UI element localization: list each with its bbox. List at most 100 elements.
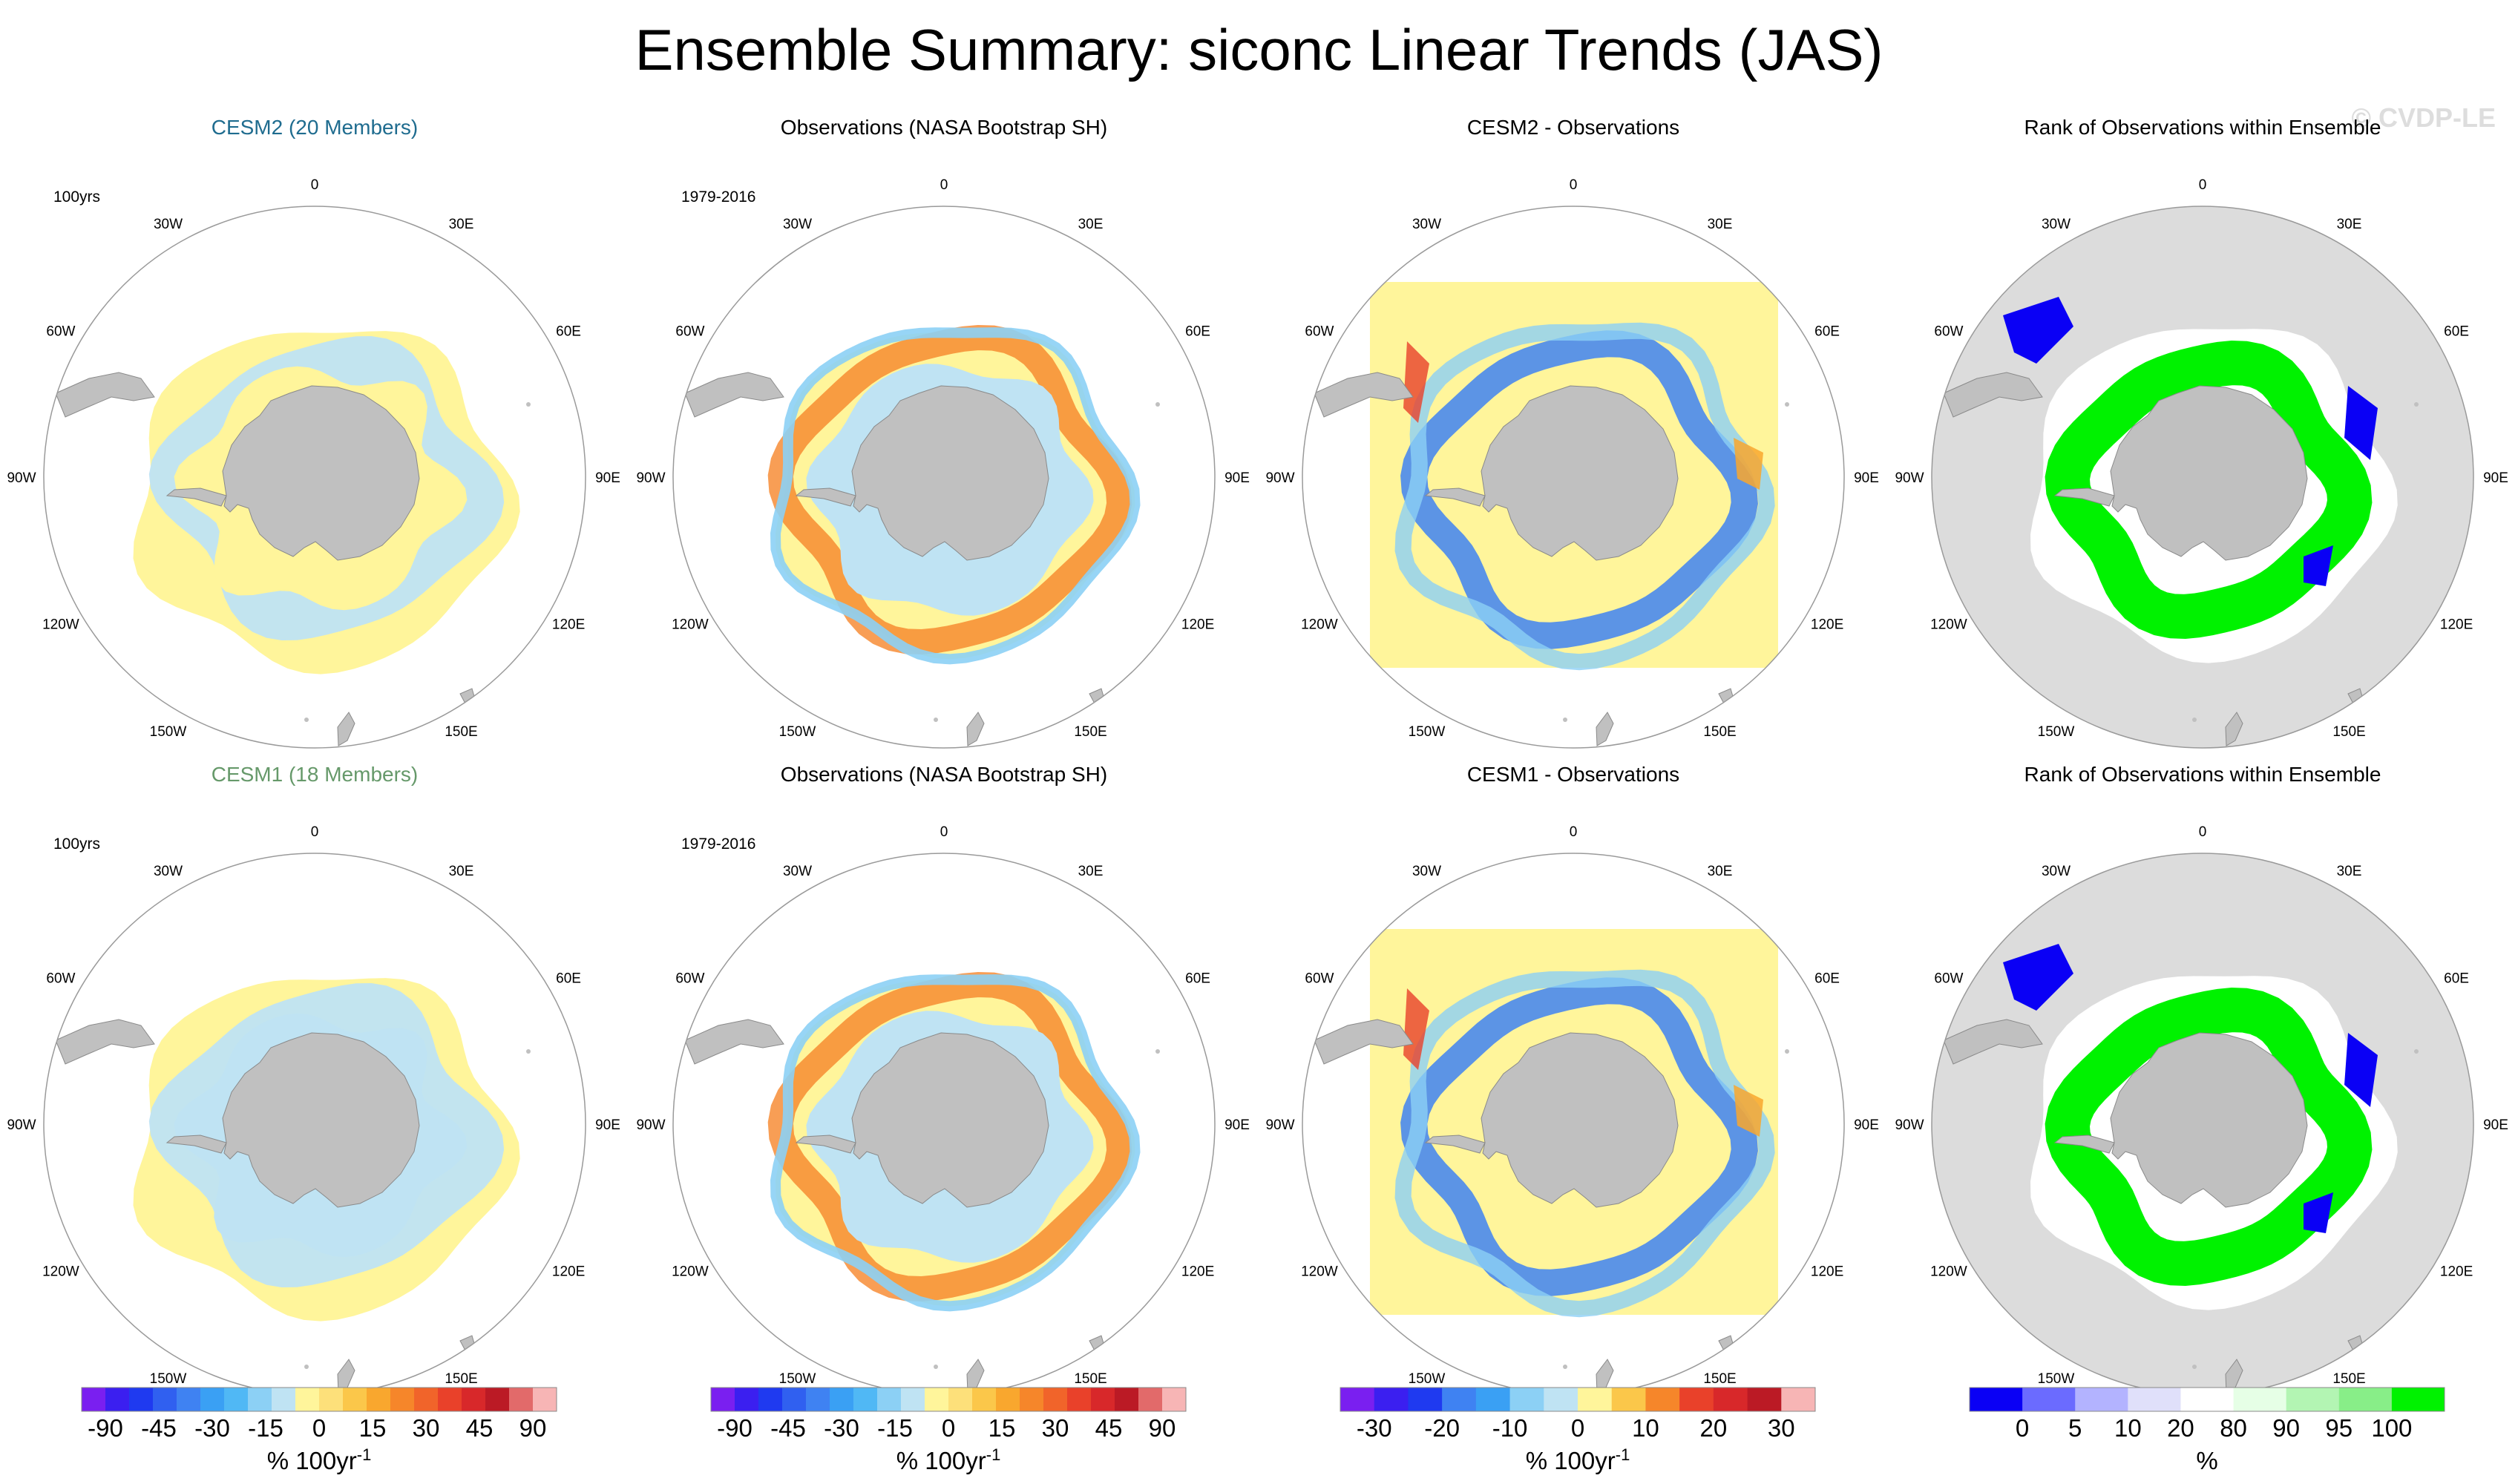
colorbar-tick-label: 45 (466, 1414, 494, 1442)
south-america-tip (1943, 1019, 2043, 1065)
colorbar-swatch (272, 1388, 296, 1411)
colorbar-tick-label: 0 (2016, 1414, 2029, 1442)
polar-map: 030E60E90E120E150E180150W120W90W60W30W (1895, 824, 2508, 1396)
field-positive-patch (1734, 1085, 1763, 1137)
colorbar-swatch (2022, 1388, 2076, 1411)
south-america-tip (1314, 372, 1414, 418)
colorbar-swatch (996, 1388, 1020, 1411)
longitude-label: 150W (1409, 724, 1446, 740)
island (1563, 718, 1567, 722)
colorbar-swatch (1340, 1388, 1375, 1411)
longitude-label: 30W (1412, 864, 1441, 879)
colorbar-swatch (1408, 1388, 1443, 1411)
longitude-label: 60E (1814, 324, 1840, 340)
colorbar-tick-label: 90 (2272, 1414, 2300, 1442)
colorbar-swatch (2338, 1388, 2393, 1411)
longitude-label: 60E (1185, 971, 1210, 987)
island (1785, 402, 1789, 407)
longitude-label: 150W (2038, 1371, 2075, 1387)
colorbar-swatch (853, 1388, 878, 1411)
south-america-tip (55, 372, 155, 418)
longitude-label: 90W (1895, 470, 1924, 486)
colorbar-swatch (2233, 1388, 2287, 1411)
island (526, 402, 531, 407)
longitude-label: 60W (1305, 971, 1334, 987)
polar-map: 030E60E90E120E150E180150W120W90W60W30W (636, 177, 1250, 749)
colorbar-trend-obs: -90 -45 -30 -15 0 15 30 45 90 % 100yr-1 (704, 1380, 1223, 1480)
colorbar-tick-label: 80 (2220, 1414, 2247, 1442)
colorbar-tick-label: -30 (1357, 1414, 1392, 1442)
longitude-label: 120W (672, 617, 709, 633)
colorbar-unit-label: % 100yr-1 (896, 1445, 1001, 1475)
colorbar-tick-label: 0 (1571, 1414, 1584, 1442)
colorbar-swatch (1578, 1388, 1613, 1411)
longitude-label: 150E (1074, 724, 1106, 740)
colorbar-tick-label: 5 (2068, 1414, 2082, 1442)
colorbar-trend-obs-svg: -90 -45 -30 -15 0 15 30 45 90 % 100yr-1 (710, 1387, 1187, 1475)
field-edge-band (770, 327, 1141, 665)
colorbar-swatch (2180, 1388, 2235, 1411)
colorbar-tick-label: -15 (248, 1414, 283, 1442)
longitude-label: 60E (1185, 324, 1210, 340)
watermark: © CVDP-LE (2351, 102, 2496, 133)
colorbar-tick-label: -45 (141, 1414, 177, 1442)
antarctica-landmass (2110, 385, 2308, 561)
longitude-label: 0 (2199, 177, 2207, 193)
colorbar-swatch (1442, 1388, 1477, 1411)
longitude-label: 60W (675, 324, 704, 340)
colorbar-tick-label: 30 (413, 1414, 440, 1442)
antarctica-landmass (1481, 385, 1679, 561)
colorbar-swatch (758, 1388, 783, 1411)
panel-title: Observations (NASA Bootstrap SH) (780, 763, 1108, 786)
longitude-label: 60W (46, 971, 75, 987)
longitude-label: 0 (311, 824, 319, 840)
colorbar-swatch (129, 1388, 154, 1411)
colorbar-swatch (343, 1388, 367, 1411)
colorbar-frame (710, 1387, 1187, 1412)
longitude-label: 120E (552, 1264, 585, 1280)
longitude-label: 90E (2483, 1117, 2508, 1133)
longitude-label: 120W (1930, 617, 1967, 633)
longitude-label: 30W (154, 864, 183, 879)
colorbar-swatch (1970, 1388, 2023, 1411)
colorbar-trend-model: -90 -45 -30 -15 0 15 30 45 90 % 100yr-1 (74, 1380, 594, 1480)
longitude-label: 150W (2038, 724, 2075, 740)
panel-title: CESM1 (18 Members) (211, 763, 419, 786)
panel-title: CESM2 (20 Members) (211, 116, 419, 139)
field-strong-positive-patch (1403, 988, 1429, 1070)
colorbar-tick-label: 0 (312, 1414, 326, 1442)
longitude-label: 60E (2444, 324, 2469, 340)
map-panel: CESM1 (18 Members) 100yrs 0 30E 60E 90E 120E 15… (0, 758, 629, 1404)
colorbar-tick-label: 90 (519, 1414, 547, 1442)
antarctic-peninsula (165, 487, 227, 507)
antarctic-peninsula (795, 487, 856, 507)
south-america-tip (55, 1019, 155, 1065)
colorbar-swatch (82, 1388, 106, 1411)
island (934, 718, 938, 722)
longitude-label: 150W (779, 724, 816, 740)
antarctic-peninsula (1424, 487, 1486, 507)
colorbar-frame (81, 1387, 557, 1412)
polar-map: 030E60E90E120E150E180150W120W90W60W30W (7, 824, 620, 1396)
longitude-label: 90E (1224, 470, 1250, 486)
colorbar-swatch (153, 1388, 177, 1411)
longitude-label: 150W (779, 1371, 816, 1387)
colorbar-swatch (1091, 1388, 1115, 1411)
colorbar-swatch (830, 1388, 854, 1411)
longitude-label: 30W (2042, 864, 2071, 879)
panel-note: 100yrs (53, 835, 101, 853)
colorbar-swatch (948, 1388, 973, 1411)
colorbar-swatch (782, 1388, 807, 1411)
colorbar-swatch (1544, 1388, 1578, 1411)
longitude-label: 30E (2337, 217, 2362, 232)
panel-title: Observations (NASA Bootstrap SH) (780, 116, 1108, 139)
longitude-label: 30W (783, 864, 812, 879)
island (1155, 402, 1160, 407)
map-panel: CESM1 - Observations030E60E90E120E150E18… (1259, 758, 1888, 1404)
colorbar-swatch (295, 1388, 320, 1411)
map-border (43, 206, 586, 749)
field-strong-positive-patch (1403, 341, 1429, 423)
colorbar-swatch (319, 1388, 344, 1411)
longitude-label: 90W (1265, 1117, 1294, 1133)
longitude-label: 120E (1811, 1264, 1843, 1280)
